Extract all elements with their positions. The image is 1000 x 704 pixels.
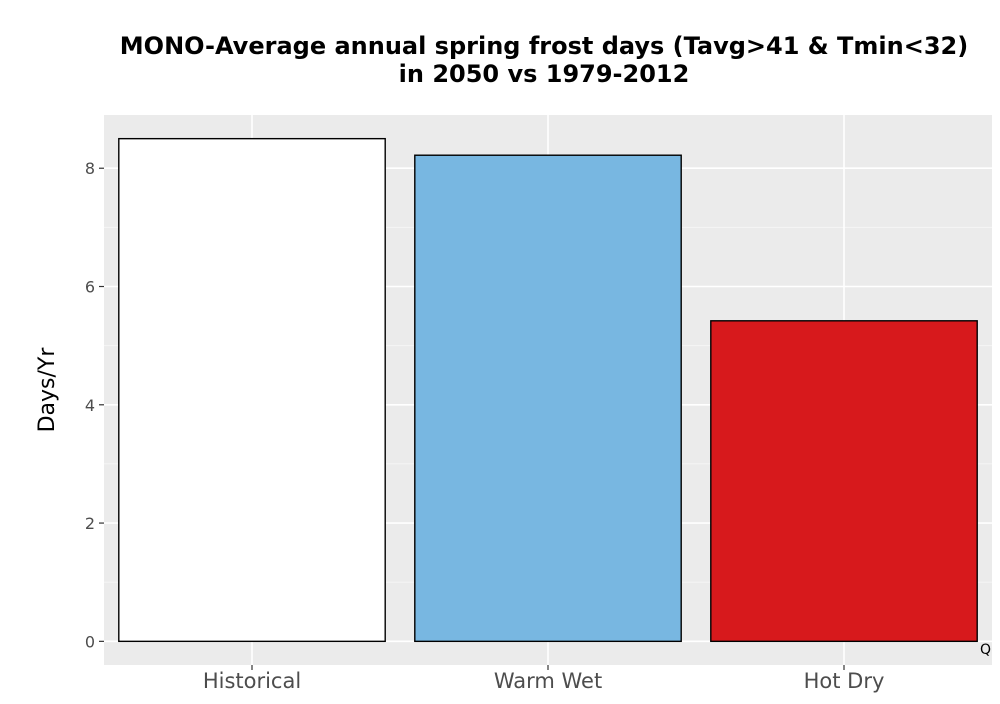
bar-hot-dry	[710, 320, 978, 643]
bars	[118, 137, 978, 643]
chart-title-line-1: MONO-Average annual spring frost days (T…	[120, 32, 968, 60]
x-tick-label-hot-dry: Hot Dry	[804, 669, 885, 693]
y-tick-label-0: 0	[85, 632, 95, 651]
y-tick-label-4: 8	[85, 159, 95, 178]
bar-warm-wet	[414, 154, 682, 643]
x-tick-label-warm-wet: Warm Wet	[494, 669, 602, 693]
x-tick-label-historical: Historical	[203, 669, 301, 693]
y-tick-label-3: 6	[85, 278, 95, 297]
y-tick-label-1: 2	[85, 514, 95, 533]
y-axis-title: Days/Yr	[35, 347, 60, 433]
x-axis: Historical Warm Wet Hot Dry	[203, 665, 885, 693]
y-tick-label-2: 4	[85, 396, 95, 415]
chart-title-line-2: in 2050 vs 1979-2012	[399, 60, 690, 88]
corner-note: Q	[980, 642, 991, 658]
y-axis: 0 2 4 6 8	[85, 159, 104, 651]
bar-historical	[118, 137, 386, 643]
